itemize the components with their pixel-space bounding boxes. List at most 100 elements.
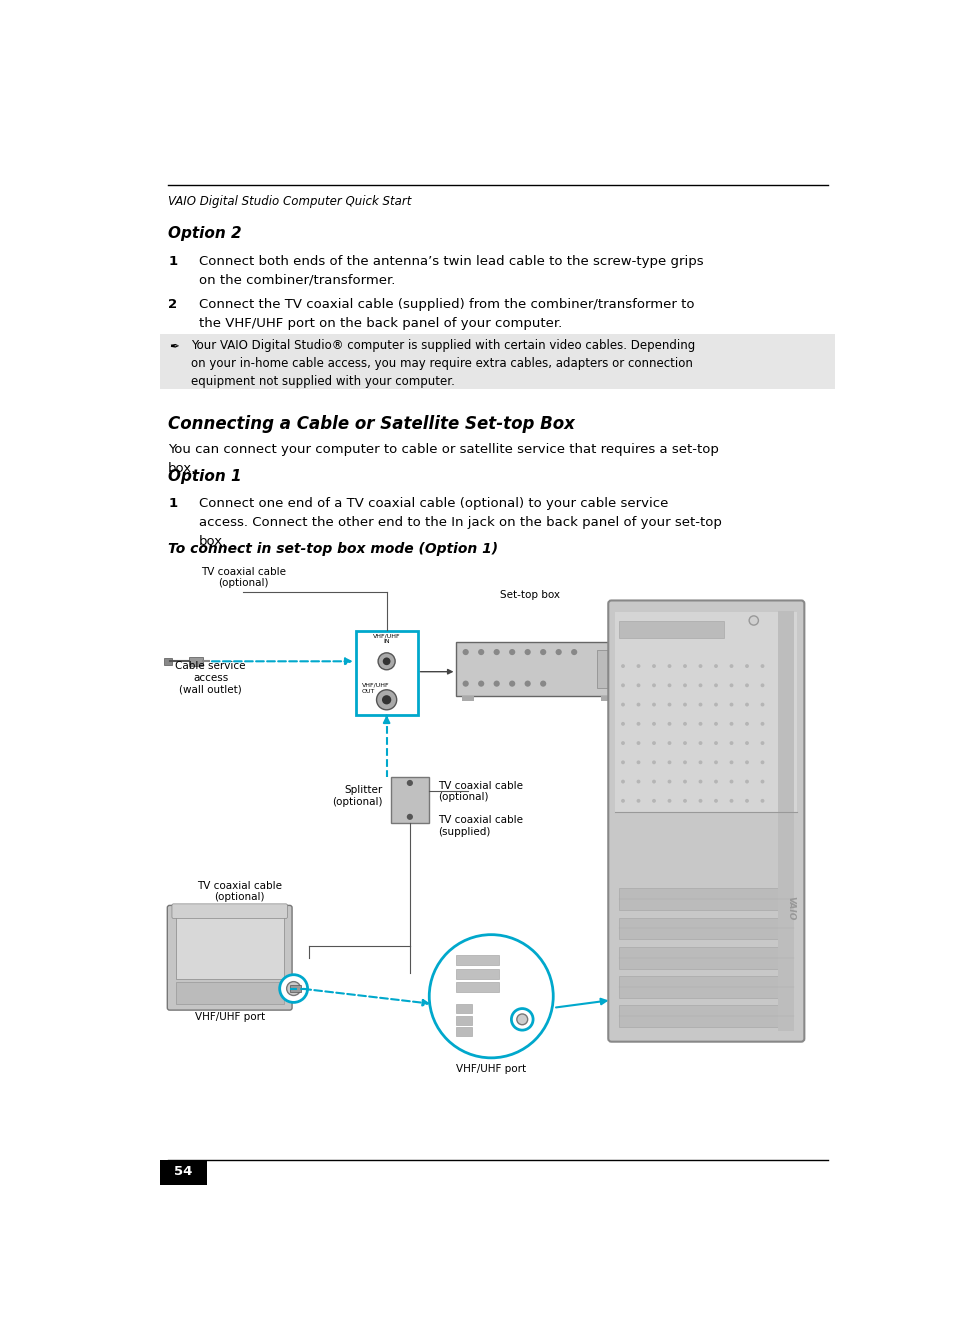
Bar [456,1016,472,1025]
Text: Connecting a Cable or Satellite Set-top Box: Connecting a Cable or Satellite Set-top … [168,415,575,433]
Circle shape [279,974,307,1002]
Circle shape [524,681,530,686]
Circle shape [760,665,763,669]
Text: Connect the TV coaxial cable (supplied) from the combiner/transformer to
the VHF: Connect the TV coaxial cable (supplied) … [199,297,694,330]
Bar [290,985,300,992]
Circle shape [667,702,671,706]
Text: Option 1: Option 1 [168,469,241,484]
Bar [456,982,498,993]
Circle shape [462,649,468,655]
Bar [355,631,417,716]
Bar [456,954,498,965]
Circle shape [652,780,656,784]
Circle shape [652,741,656,745]
Circle shape [698,722,701,726]
Text: VHF/UHF
OUT: VHF/UHF OUT [361,683,389,694]
Circle shape [652,683,656,687]
Circle shape [509,681,515,686]
Circle shape [713,799,718,803]
Circle shape [698,665,701,669]
Circle shape [620,722,624,726]
Circle shape [713,780,718,784]
FancyBboxPatch shape [608,600,803,1041]
Text: Connect one end of a TV coaxial cable (optional) to your cable service
access. C: Connect one end of a TV coaxial cable (o… [199,497,721,548]
Bar [160,334,835,390]
Text: VAIO: VAIO [785,896,794,921]
Circle shape [620,780,624,784]
Bar [615,612,797,812]
Circle shape [729,665,733,669]
Circle shape [636,665,639,669]
Circle shape [667,741,671,745]
Circle shape [636,741,639,745]
Bar [175,982,283,1004]
Text: Option 2: Option 2 [168,226,241,241]
Circle shape [713,683,718,687]
Circle shape [698,683,701,687]
Circle shape [682,760,686,764]
Circle shape [744,760,748,764]
Circle shape [652,722,656,726]
Circle shape [744,741,748,745]
Circle shape [493,681,499,686]
Text: 54: 54 [174,1166,193,1178]
Circle shape [620,799,624,803]
Circle shape [636,722,639,726]
Circle shape [760,760,763,764]
Bar [160,1160,207,1185]
Bar [456,969,498,978]
Circle shape [462,681,468,686]
Circle shape [555,649,561,655]
Circle shape [652,760,656,764]
FancyBboxPatch shape [167,906,292,1010]
Bar [778,611,793,1030]
Circle shape [493,649,499,655]
Circle shape [682,780,686,784]
Circle shape [636,702,639,706]
Circle shape [744,722,748,726]
Bar [618,1005,793,1026]
Circle shape [682,702,686,706]
Circle shape [760,702,763,706]
Text: Connect both ends of the antenna’s twin lead cable to the screw-type grips
on th: Connect both ends of the antenna’s twin … [199,255,703,287]
Circle shape [682,683,686,687]
Circle shape [539,681,546,686]
Circle shape [477,681,484,686]
Circle shape [620,683,624,687]
Bar [175,917,283,978]
Circle shape [713,741,718,745]
Circle shape [620,760,624,764]
Bar [618,977,793,998]
Bar [618,947,793,969]
Circle shape [377,653,395,670]
Circle shape [382,658,390,665]
Circle shape [636,780,639,784]
Circle shape [760,722,763,726]
Circle shape [713,722,718,726]
Circle shape [713,760,718,764]
Text: VHF/UHF port: VHF/UHF port [456,1064,526,1075]
Circle shape [744,799,748,803]
Circle shape [620,665,624,669]
Bar [618,888,793,910]
Bar [456,642,618,695]
Text: You can connect your computer to cable or satellite service that requires a set-: You can connect your computer to cable o… [168,442,719,474]
Circle shape [682,799,686,803]
Text: 1: 1 [168,255,177,268]
Bar [600,695,613,701]
Circle shape [760,799,763,803]
Circle shape [667,722,671,726]
Circle shape [477,649,484,655]
Circle shape [760,741,763,745]
Circle shape [698,702,701,706]
Circle shape [667,683,671,687]
Circle shape [652,799,656,803]
Circle shape [748,616,758,626]
Circle shape [509,649,515,655]
Circle shape [682,741,686,745]
Bar [164,658,172,665]
Bar [597,650,614,689]
Circle shape [713,702,718,706]
FancyBboxPatch shape [172,905,287,918]
Bar [189,657,203,666]
